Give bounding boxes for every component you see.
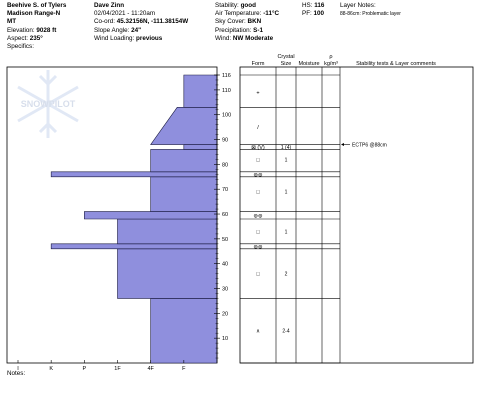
layer-notes-info: Layer Notes: 88-86cm: Problematic layer [340, 2, 401, 18]
y-tick-label: 100 [222, 113, 231, 119]
site-info: Beehive S. of Tylers Madison Range-N MT … [7, 2, 66, 51]
layer-notes-label: Layer Notes: [340, 2, 376, 9]
density-unit-header: kg/m³ [324, 61, 338, 67]
crystal-form: □ [256, 157, 260, 163]
wind-loading: Wind Loading: previous [94, 34, 163, 42]
snowpilot-logo: SNOWPILOT [17, 70, 79, 138]
layer-table-frame [239, 66, 474, 364]
site-state: MT [7, 18, 17, 26]
x-tick-label: 4F [147, 366, 154, 372]
site-range: Madison Range-N [7, 10, 61, 18]
crystal-form: □ [256, 229, 260, 235]
y-tick-label: 60 [222, 212, 228, 218]
crystal-form: □ [256, 190, 260, 196]
y-tick-label: 40 [222, 262, 228, 268]
y-tick-label: 70 [222, 187, 228, 193]
observation-info: Dave Zinn 02/04/2021 - 11:20am Co-ord: 4… [94, 2, 188, 43]
y-tick-label: 110 [222, 88, 231, 94]
precipitation: Precipitation: S-1 [215, 26, 263, 34]
crystal-size: 1 [285, 157, 288, 163]
elevation: Elevation: 9028 ft [7, 26, 57, 34]
air-temperature: Air Temperature: -11°C [215, 10, 280, 18]
aspect: Aspect: 235° [7, 34, 43, 42]
hardness-bar [50, 243, 218, 250]
x-tick-label: K [49, 366, 53, 372]
crystal-form: □ [256, 272, 260, 278]
y-tick-label: 50 [222, 237, 228, 243]
y-tick-label: 116 [222, 73, 231, 79]
crystal-form: ⊚⊚ [253, 244, 263, 250]
size-header: Size [281, 61, 292, 67]
crystal-size: 2-4 [282, 329, 289, 335]
annotation-arrowhead [341, 143, 344, 147]
crystal-size: 1 [285, 190, 288, 196]
depth-info: HS: 116 PF: 100 [302, 2, 324, 18]
crystal-form: ⊚⊚ [253, 172, 263, 178]
y-tick-label: 30 [222, 287, 228, 293]
crystal-form: + [256, 90, 259, 96]
sky-cover: Sky Cover: BKN [215, 18, 262, 26]
stability: Stability: good [215, 2, 256, 9]
hardness-bar [183, 74, 218, 108]
crystal-form: / [257, 125, 259, 131]
hardness-bar [117, 248, 218, 299]
hardness-bars [50, 74, 218, 364]
wind: Wind: NW Moderate [215, 34, 274, 42]
crystal-size: 1 (4) [281, 145, 292, 151]
y-tick-label: 10 [222, 336, 228, 342]
hardness-bar [150, 176, 218, 212]
stability-header: Stability tests & Layer comments [356, 61, 436, 67]
crystal-form: ⊠ (V) [251, 145, 265, 151]
moisture-header: Moisture [298, 61, 319, 67]
datetime: 02/04/2021 - 11:20am [94, 10, 156, 18]
hardness-bar [50, 171, 218, 178]
hardness-bar [150, 149, 218, 173]
pf: PF: 100 [302, 10, 325, 18]
hardness-bar [117, 218, 218, 245]
snowflake-icon [17, 70, 79, 138]
layer-note: 88-86cm: Problematic layer [340, 11, 401, 18]
x-tick-label: P [82, 366, 86, 372]
x-tick-label: F [182, 366, 186, 372]
crystal-header: Crystal [277, 54, 294, 60]
crystal-form: ∧ [256, 329, 260, 335]
y-tick-label: 90 [222, 138, 228, 144]
coordinates: Co-ord: 45.32156N, -111.38154W [94, 18, 189, 26]
hs: HS: 116 [302, 2, 325, 9]
specifics: Specifics: [7, 43, 34, 51]
x-tick-label: I [17, 366, 19, 372]
x-axis: I K P 1F 4F F [17, 360, 186, 372]
hardness-bar [183, 144, 218, 150]
crystal-form: ⊚⊚ [253, 213, 263, 219]
stability-test-label: ECTP6 @88cm [352, 143, 387, 149]
x-tick-label: 1F [114, 366, 121, 372]
observer: Dave Zinn [94, 2, 125, 9]
notes-label: Notes: [7, 370, 26, 377]
conditions-info: Stability: good Air Temperature: -11°C S… [215, 2, 279, 43]
crystal-size: 2 [285, 272, 288, 278]
y-tick-label: 20 [222, 311, 228, 317]
y-axis: 10 20 30 40 50 60 70 80 90 100 110 116 [214, 73, 231, 363]
layer-table: + / ⊠ (V) 1 (4) □ 1 ⊚⊚ □ 1 ⊚⊚ □ 1 ⊚⊚ □ 2 ∧ 2-4 ECTP6 @88c… [240, 67, 387, 364]
hardness-bar [150, 298, 218, 364]
crystal-size: 1 [285, 229, 288, 235]
logo-text: SNOWPILOT [21, 99, 76, 109]
hardness-bar [84, 211, 218, 220]
density-symbol-header: ρ [329, 54, 332, 60]
y-tick-label: 80 [222, 162, 228, 168]
hardness-bar [150, 106, 218, 145]
slope-angle: Slope Angle: 24" [94, 26, 142, 34]
form-header: Form [252, 61, 265, 67]
site-name: Beehive S. of Tylers [7, 2, 67, 9]
